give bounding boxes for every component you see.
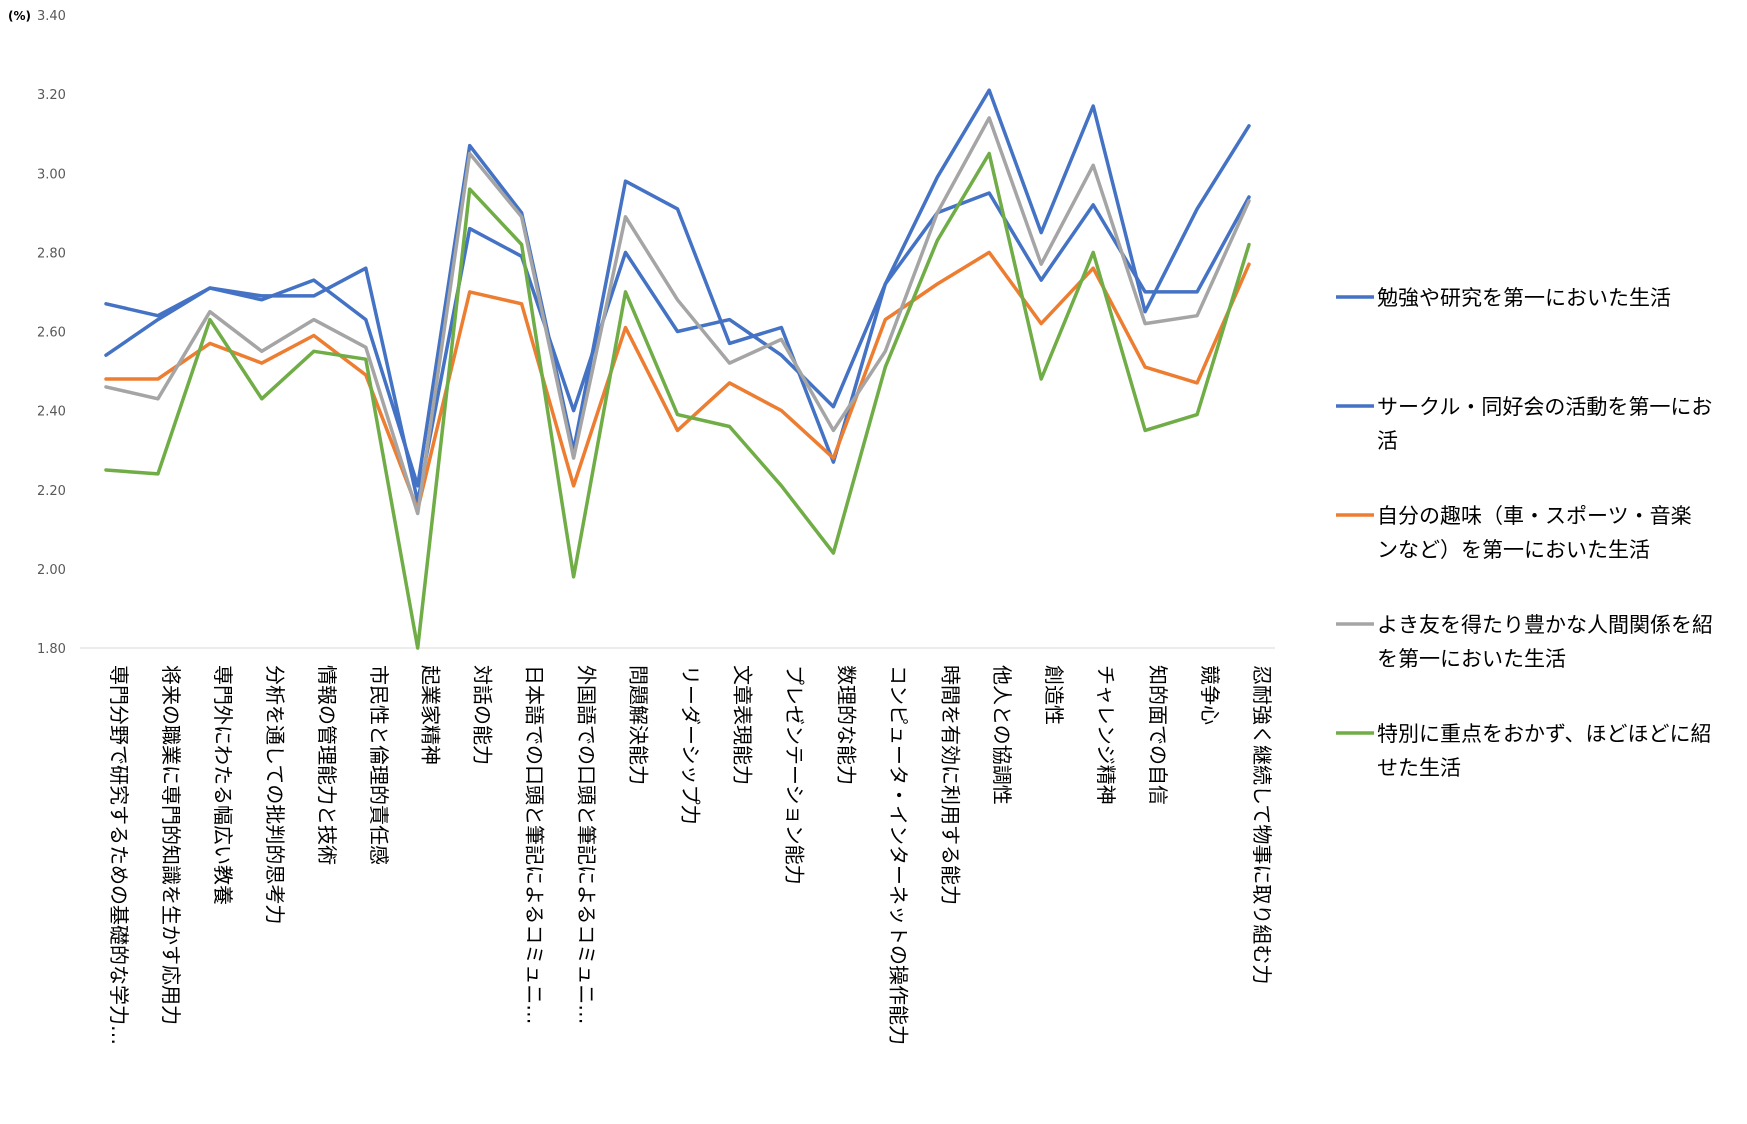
series-line-4[interactable] — [104, 116, 1251, 516]
x-category-label: 創造性 — [1042, 665, 1066, 725]
x-category-label: 起業家精神 — [419, 665, 443, 765]
y-tick-label: 2.60 — [37, 326, 66, 341]
legend-item-1[interactable]: 勉強や研究を第一においた生活 — [1336, 286, 1671, 310]
series-line-1[interactable] — [104, 191, 1251, 504]
x-category-label: 外国語での口頭と筆記によるコミュニ… — [575, 665, 599, 1024]
x-category-label: 数理的な能力 — [834, 665, 858, 785]
legend-label: サークル・同好会の活動を第一にお — [1377, 395, 1712, 419]
y-tick-label: 2.00 — [37, 563, 66, 578]
x-category-label: 日本語での口頭と筆記によるコミュニ… — [523, 665, 547, 1024]
legend-label: 活 — [1377, 429, 1398, 453]
legend-label: を第一においた生活 — [1377, 647, 1566, 671]
legend-label: 勉強や研究を第一においた生活 — [1377, 286, 1671, 310]
x-category-label: 専門分野で研究するための基礎的な学力… — [107, 665, 131, 1045]
series-line-2[interactable] — [104, 88, 1251, 488]
x-category-label: プレゼンテーション能力 — [782, 665, 806, 885]
legend-label: よき友を得たり豊かな人間関係を紹 — [1377, 613, 1713, 637]
series-group — [104, 88, 1251, 650]
y-tick-label: 2.20 — [37, 484, 66, 499]
x-category-label: 問題解決能力 — [627, 665, 651, 785]
x-category-label: コンピュータ・インターネットの操作能力 — [886, 665, 910, 1045]
x-category-label: 将来の職業に専門的知識を生かす応用力 — [159, 665, 183, 1025]
x-category-label: 時間を有効に利用する能力 — [938, 665, 962, 905]
legend-label: 自分の趣味（車・スポーツ・音楽 — [1377, 504, 1692, 528]
y-tick-label: 2.80 — [37, 246, 66, 261]
series-line-5[interactable] — [104, 151, 1251, 650]
x-category-label: リーダーシップ力 — [679, 665, 703, 825]
x-category-label: 専門外にわたる幅広い教養 — [211, 665, 235, 905]
x-category-label: 分析を通しての批判的思考力 — [263, 665, 287, 924]
x-category-label: チャレンジ精神 — [1094, 665, 1118, 805]
legend-label: せた生活 — [1377, 756, 1461, 780]
x-category-label: 知的面での自信 — [1146, 665, 1170, 805]
x-category-label: 市民性と倫理的責任感 — [367, 665, 391, 865]
series-line-3[interactable] — [104, 250, 1251, 512]
x-category-label: 情報の管理能力と技術 — [315, 665, 339, 865]
y-tick-label: 3.00 — [37, 167, 66, 182]
y-tick-label: 1.80 — [37, 642, 66, 657]
x-category-label: 文章表現能力 — [730, 665, 754, 785]
y-axis-unit-label: (%) — [8, 9, 31, 23]
axes-group: 3.40 3.20 3.00 2.80 2.60 2.40 2.20 2.00 1.80 (%) 専… — [8, 9, 1275, 1045]
x-category-label: 忍耐強く継続して物事に取り組む力 — [1250, 665, 1274, 984]
legend[interactable]: 勉強や研究を第一においた生活サークル・同好会の活動を第一にお活自分の趣味（車・ス… — [1336, 286, 1713, 780]
legend-label: 特別に重点をおかず、ほどほどに紹 — [1377, 722, 1712, 746]
y-tick-label: 3.20 — [37, 88, 66, 103]
x-category-label: 他人との協調性 — [990, 665, 1014, 805]
legend-label: ンなど）を第一においた生活 — [1377, 538, 1650, 562]
x-category-label: 競争心 — [1198, 665, 1222, 725]
x-category-label: 対話の能力 — [471, 665, 495, 765]
y-tick-label: 2.40 — [37, 405, 66, 420]
y-tick-label: 3.40 — [37, 9, 66, 24]
